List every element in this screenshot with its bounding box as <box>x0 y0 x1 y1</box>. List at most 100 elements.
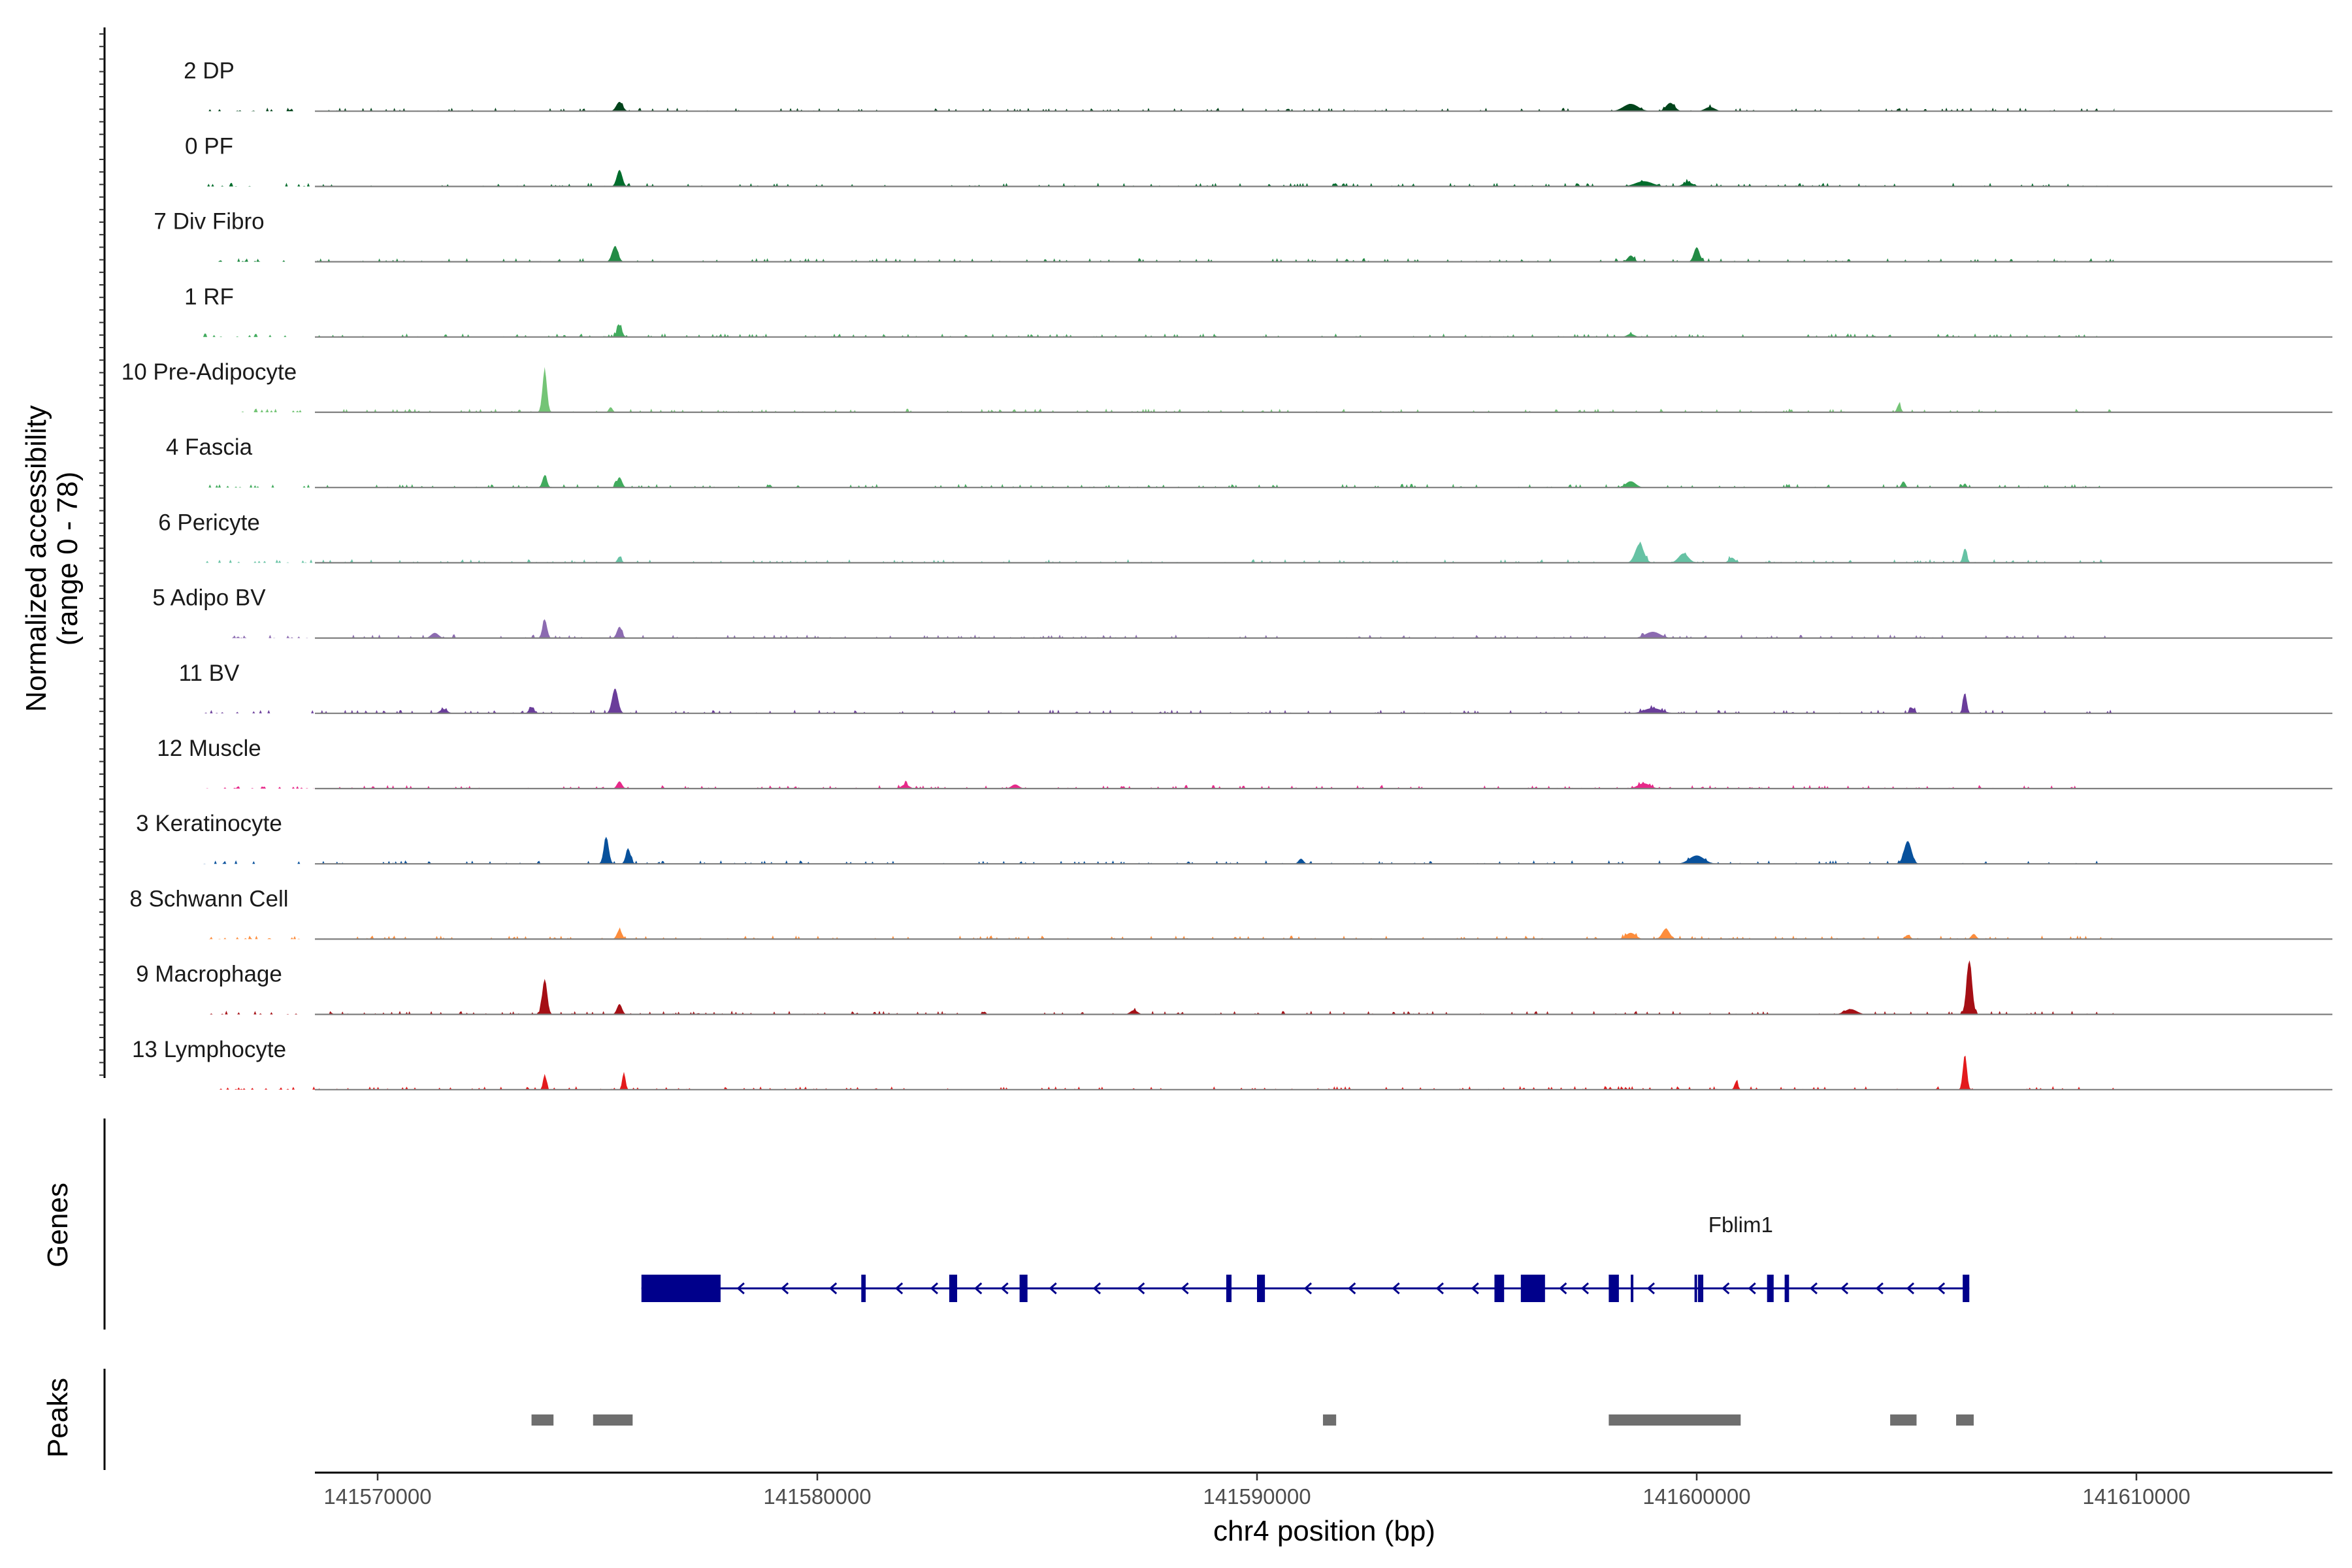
strand-arrow <box>1435 1282 1444 1295</box>
gene-exon <box>949 1275 958 1302</box>
coverage-panel: 2 DP 0 PF 7 Div Fibro 1 RF 10 Pre-Adipocyte 4… <box>122 58 2332 1090</box>
x-tick-label: 141600000 <box>1642 1484 1750 1509</box>
strand-arrow <box>1303 1282 1313 1295</box>
gene-exon <box>1767 1275 1774 1302</box>
y-axis-title-line2: (range 0 - 78) <box>52 472 84 646</box>
strand-arrow <box>1875 1282 1884 1295</box>
x-tick-label: 141590000 <box>1203 1484 1311 1509</box>
track-6: 4 Fascia <box>166 434 2332 489</box>
peaks-panel <box>103 1369 1974 1470</box>
x-axis: 141570000 141580000 141590000 141600000 1416… <box>315 1471 2332 1509</box>
peak-region <box>1609 1414 1741 1426</box>
track-label: 6 Pericyte <box>158 510 260 535</box>
strand-arrow <box>736 1282 745 1295</box>
strand-arrow <box>1646 1282 1655 1295</box>
track-2: 0 PF <box>185 133 2332 188</box>
strand-arrow <box>1559 1282 1567 1295</box>
coverage-area <box>201 1055 2115 1090</box>
coverage-area <box>201 475 2115 488</box>
coverage-area <box>201 101 2115 112</box>
track-11: 3 Keratinocyte <box>136 811 2332 865</box>
track-7: 6 Pericyte <box>158 510 2332 564</box>
gene-utr-block <box>641 1275 721 1302</box>
strand-arrow <box>1392 1282 1400 1295</box>
peaks-panel-label: Peaks <box>42 1378 74 1458</box>
track-label: 1 RF <box>184 284 234 310</box>
coverage-area <box>201 927 2115 939</box>
gene-exon <box>1520 1275 1545 1302</box>
track-1: 2 DP <box>184 58 2332 112</box>
track-4: 1 RF <box>184 284 2332 338</box>
coverage-area <box>201 367 2115 412</box>
track-label: 3 Keratinocyte <box>136 811 282 836</box>
strand-arrow <box>1809 1282 1818 1295</box>
x-tick-label: 141570000 <box>323 1484 431 1509</box>
gene-exon <box>1701 1275 1704 1302</box>
strand-arrow <box>894 1282 904 1295</box>
strand-arrow <box>1000 1282 1009 1295</box>
coverage-area <box>201 170 2115 187</box>
track-label: 10 Pre-Adipocyte <box>122 359 297 385</box>
strand-arrow <box>1748 1282 1756 1295</box>
strand-arrow <box>974 1282 983 1295</box>
coverage-area <box>201 836 2115 864</box>
strand-arrow <box>1906 1282 1915 1295</box>
track-9: 11 BV <box>179 661 2332 714</box>
track-label: 11 BV <box>179 661 240 686</box>
gene-exon <box>1698 1275 1701 1302</box>
peak-region <box>1890 1414 1917 1426</box>
coverage-area <box>201 541 2115 563</box>
track-14: 13 Lymphocyte <box>132 1037 2332 1090</box>
coverage-area <box>201 246 2115 262</box>
track-label: 7 Div Fibro <box>154 209 264 235</box>
x-axis-title: chr4 position (bp) <box>1213 1515 1435 1547</box>
coverage-area <box>201 689 2115 713</box>
peak-region <box>1322 1414 1337 1426</box>
gene-exon <box>1631 1275 1634 1302</box>
gene-exon <box>1609 1275 1619 1302</box>
x-tick-label: 141580000 <box>763 1484 871 1509</box>
track-3: 7 Div Fibro <box>154 209 2332 263</box>
strand-arrow <box>1471 1282 1479 1295</box>
gene-exon <box>1784 1275 1789 1302</box>
genes-panel: Fblim1 <box>103 1119 1970 1330</box>
strand-arrow <box>780 1282 789 1295</box>
x-tick-label: 141610000 <box>2082 1484 2190 1509</box>
genes-panel-label: Genes <box>42 1183 74 1267</box>
track-label: 9 Macrophage <box>136 962 282 987</box>
track-label: 13 Lymphocyte <box>132 1037 286 1062</box>
strand-arrow <box>1181 1282 1189 1295</box>
track-label: 5 Adipo BV <box>152 585 266 611</box>
gene-exon <box>1019 1275 1028 1302</box>
gene-exon <box>1694 1275 1697 1302</box>
strand-arrow <box>828 1282 838 1295</box>
gene-exon <box>1963 1275 1970 1302</box>
strand-arrow <box>1580 1282 1590 1295</box>
strand-arrow <box>930 1282 938 1295</box>
track-label: 2 DP <box>184 58 235 84</box>
strand-arrow <box>1840 1282 1849 1295</box>
peak-region <box>1956 1414 1974 1426</box>
gene-exon <box>1494 1275 1505 1302</box>
gene-exon <box>861 1275 866 1302</box>
peak-region <box>593 1414 633 1426</box>
strand-arrow <box>1049 1282 1057 1295</box>
peak-region <box>531 1414 554 1426</box>
coverage-area <box>201 781 2115 789</box>
coverage-area <box>201 960 2115 1015</box>
coverage-area <box>201 619 2115 638</box>
strand-arrow <box>1936 1282 1946 1295</box>
track-label: 12 Muscle <box>157 736 261 761</box>
strand-arrow <box>1092 1282 1101 1295</box>
strand-arrow <box>1137 1282 1145 1295</box>
gene-name-label: Fblim1 <box>1708 1213 1773 1237</box>
gene-exon <box>1257 1275 1266 1302</box>
track-label: 8 Schwann Cell <box>129 886 288 911</box>
strand-arrow <box>1348 1282 1356 1295</box>
coverage-area <box>201 324 2115 337</box>
track-label: 0 PF <box>185 133 233 159</box>
track-8: 5 Adipo BV <box>152 585 2332 639</box>
strand-arrow <box>1722 1282 1730 1295</box>
track-label: 4 Fascia <box>166 434 253 460</box>
